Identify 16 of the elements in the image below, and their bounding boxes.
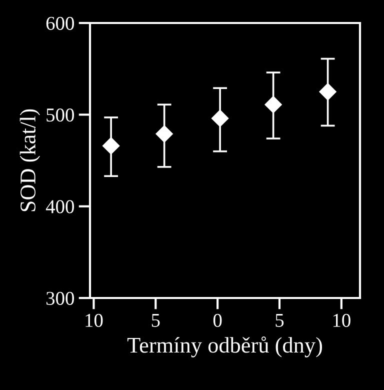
point	[319, 83, 336, 100]
point	[264, 96, 282, 114]
y-axis-title: SOD (kat/l)	[20, 109, 40, 212]
y-tick-label: 500	[46, 108, 74, 122]
y-tick-label: 300	[46, 292, 74, 305]
x-tick-label: 5	[276, 314, 284, 327]
x-axis-title: Termíny odběrů (dny)	[127, 336, 322, 358]
point	[211, 110, 229, 127]
point	[102, 137, 120, 154]
x-tick-label: 10	[333, 314, 350, 327]
x-tick-label: 5	[152, 314, 160, 327]
x-tick-label: 10	[86, 314, 103, 327]
y-tick-label: 400	[46, 200, 74, 214]
y-tick-label: 600	[46, 16, 74, 30]
x-tick-label: 0	[213, 314, 222, 327]
point	[156, 125, 173, 142]
